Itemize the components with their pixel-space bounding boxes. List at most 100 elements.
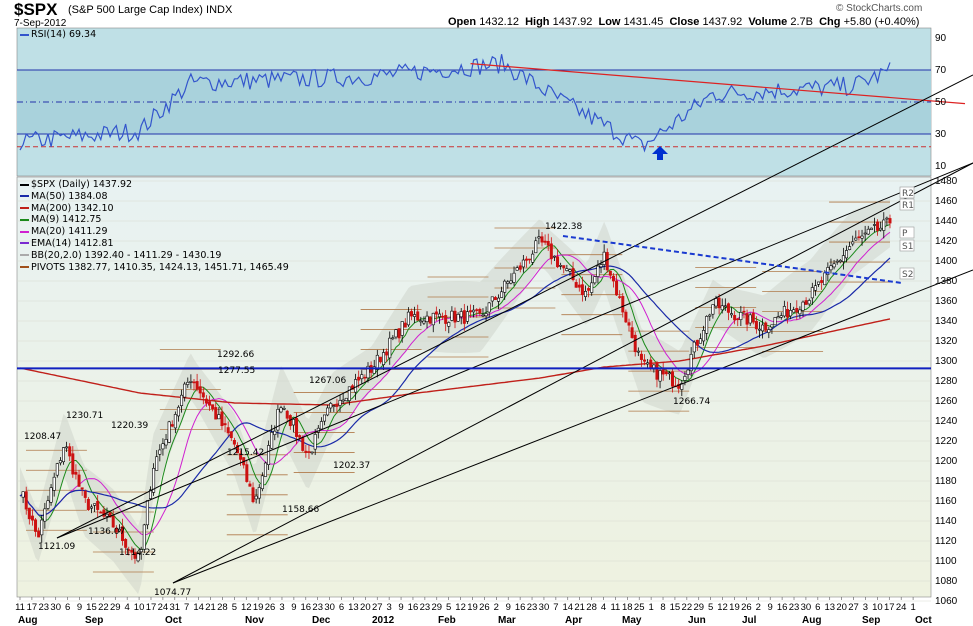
candle-body	[220, 411, 224, 426]
x-day-tick: 1	[648, 602, 653, 613]
candle-body	[469, 310, 473, 313]
candle-body	[270, 432, 274, 449]
candle-body	[683, 376, 687, 381]
candle-body	[583, 291, 587, 297]
candle-body	[437, 313, 441, 318]
x-day-tick: 26	[741, 602, 752, 613]
candle-body	[55, 463, 59, 476]
candle-body	[214, 407, 218, 420]
price-annotation: 1202.37	[333, 461, 370, 471]
candle-body	[664, 371, 668, 375]
candle-body	[661, 369, 665, 375]
pivot-label: S1	[902, 242, 913, 252]
x-day-tick: 14	[193, 602, 204, 613]
price-annotation: 1292.66	[217, 350, 254, 360]
candle-body	[295, 417, 299, 437]
candle-body	[711, 304, 715, 315]
candle-body	[478, 308, 482, 314]
candle-body	[158, 449, 162, 455]
candle-body	[537, 236, 541, 239]
candle-body	[472, 309, 476, 313]
candle-body	[93, 503, 97, 506]
channel-mid-line	[172, 162, 973, 584]
candle-body	[46, 500, 50, 509]
legend-row: MA(50) 1384.08	[20, 191, 289, 203]
x-day-tick: 18	[622, 602, 633, 613]
candle-body	[618, 296, 622, 298]
candle-body	[496, 297, 500, 302]
candle-body	[723, 305, 727, 308]
candle-body	[176, 406, 180, 417]
legend-swatch	[20, 207, 29, 210]
candle-body	[549, 243, 553, 260]
candle-body	[599, 264, 603, 268]
candle-body	[475, 309, 479, 311]
price-annotation: 1136.07	[88, 527, 125, 537]
candle-body	[785, 309, 789, 318]
candle-body	[304, 450, 308, 453]
candle-body	[354, 379, 358, 393]
candle-body	[528, 258, 532, 261]
candle-body	[34, 519, 38, 532]
x-day-tick: 6	[65, 602, 70, 613]
ma50-line	[19, 257, 891, 517]
candle-body	[347, 386, 351, 401]
candle-body	[434, 311, 438, 315]
rsi-tick-label: 50	[935, 97, 947, 108]
candle-body	[518, 265, 522, 270]
candle-body	[655, 363, 659, 380]
candle-body	[823, 272, 827, 286]
x-day-tick: 2	[756, 602, 761, 613]
candle-body	[580, 284, 584, 296]
candle-body	[155, 456, 159, 471]
price-annotation: 1074.77	[154, 588, 191, 598]
candle-body	[419, 320, 423, 323]
x-day-tick: 23	[39, 602, 50, 613]
channel-lower-line	[172, 269, 973, 584]
x-day-tick: 9	[77, 602, 82, 613]
rsi-line	[19, 54, 891, 153]
rsi-tick-label: 70	[935, 65, 947, 76]
candle-body	[145, 500, 149, 526]
candle-body	[397, 328, 401, 339]
candle-body	[161, 443, 165, 450]
ohlc-readout: Open 1432.12 High 1437.92 Low 1431.45 Cl…	[448, 16, 920, 28]
candle-body	[515, 267, 519, 271]
candle-body	[751, 312, 755, 323]
candle-body	[509, 280, 513, 284]
candle-body	[149, 489, 153, 499]
price-annotation: 1267.06	[309, 376, 346, 386]
candle-body	[453, 310, 457, 323]
candle-body	[422, 320, 426, 324]
candle-body	[770, 324, 774, 328]
x-month-label: Oct	[165, 615, 182, 626]
x-day-tick: 16	[408, 602, 419, 613]
candle-body	[562, 265, 566, 269]
candle-body	[117, 528, 121, 532]
candle-body	[105, 513, 109, 517]
candle-body	[391, 337, 395, 340]
candle-body	[403, 322, 407, 328]
candle-body	[108, 512, 112, 518]
candle-body	[382, 352, 386, 365]
legend-swatch	[20, 230, 29, 233]
candle-body	[832, 263, 836, 268]
candle-body	[813, 285, 817, 291]
candle-body	[587, 288, 591, 291]
candle-body	[425, 315, 429, 323]
candle-body	[204, 398, 208, 404]
x-day-tick: 23	[789, 602, 800, 613]
candle-body	[764, 322, 768, 331]
legend-text: EMA(14) 1412.81	[31, 237, 114, 249]
candle-body	[767, 329, 771, 333]
candle-body	[245, 464, 249, 482]
candle-body	[490, 296, 494, 302]
price-tick-label: 1180	[935, 476, 957, 487]
x-month-label: Mar	[498, 615, 516, 626]
candle-body	[52, 476, 56, 491]
candle-body	[621, 296, 625, 313]
x-day-tick: 26	[479, 602, 490, 613]
candle-body	[239, 453, 243, 460]
rsi-tick-label: 90	[935, 33, 947, 44]
candle-body	[208, 401, 212, 406]
